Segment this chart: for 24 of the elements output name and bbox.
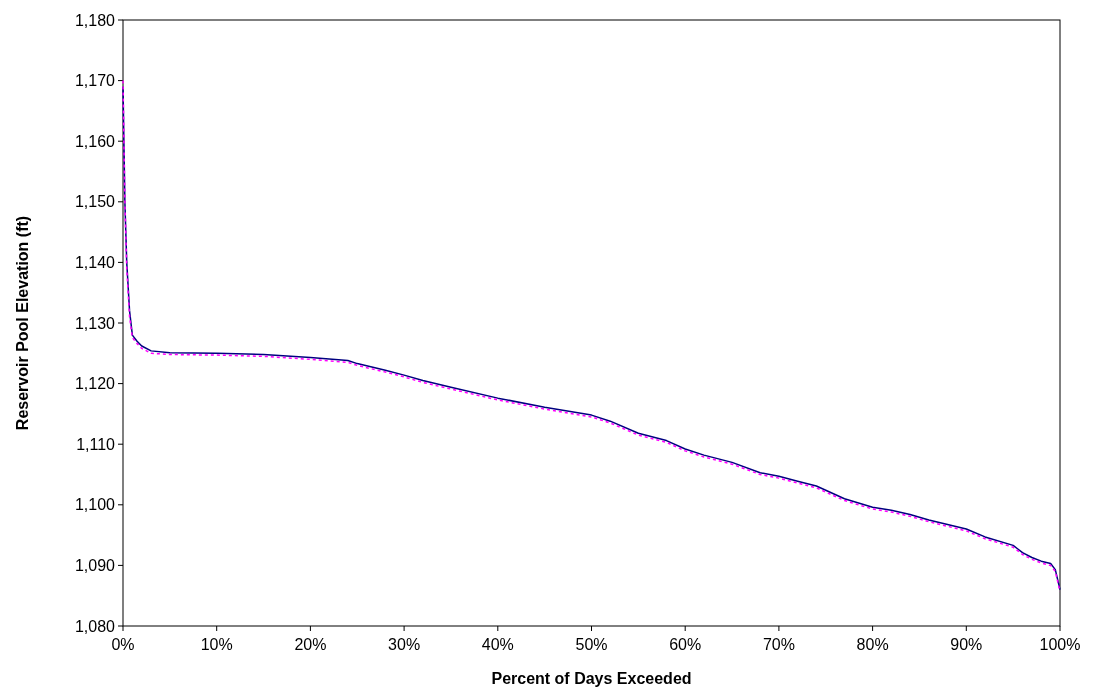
y-tick-label: 1,150 [74, 193, 116, 211]
y-tick-label: 1,100 [74, 496, 116, 514]
y-tick-label: 1,090 [74, 557, 116, 574]
x-axis-title: Percent of Days Exceeded [491, 670, 692, 687]
x-tick-label: 40% [481, 636, 514, 653]
x-tick-label: 30% [388, 636, 421, 653]
y-tick-label: 1,130 [74, 314, 116, 332]
x-tick-label: 80% [856, 636, 889, 653]
y-tick-label: 1,140 [74, 254, 116, 271]
y-tick-label: 1,120 [74, 375, 116, 393]
x-tick-label: 60% [669, 636, 702, 653]
x-tick-label: 90% [950, 636, 983, 653]
x-tick-label: 100% [1039, 636, 1081, 653]
y-axis-title: Reservoir Pool Elevation (ft) [14, 215, 31, 431]
y-tick-label: 1,160 [74, 132, 116, 150]
y-tick-label: 1,170 [74, 72, 116, 90]
x-tick-label: 50% [575, 636, 608, 653]
y-tick-label: 1,110 [76, 435, 116, 453]
x-tick-label: 20% [294, 636, 327, 653]
y-tick-label: 1,180 [74, 11, 116, 29]
x-tick-label: 70% [762, 636, 795, 653]
x-tick-label: 10% [200, 636, 233, 653]
y-tick-label: 1,080 [74, 617, 116, 635]
x-tick-label: 0% [111, 636, 135, 653]
